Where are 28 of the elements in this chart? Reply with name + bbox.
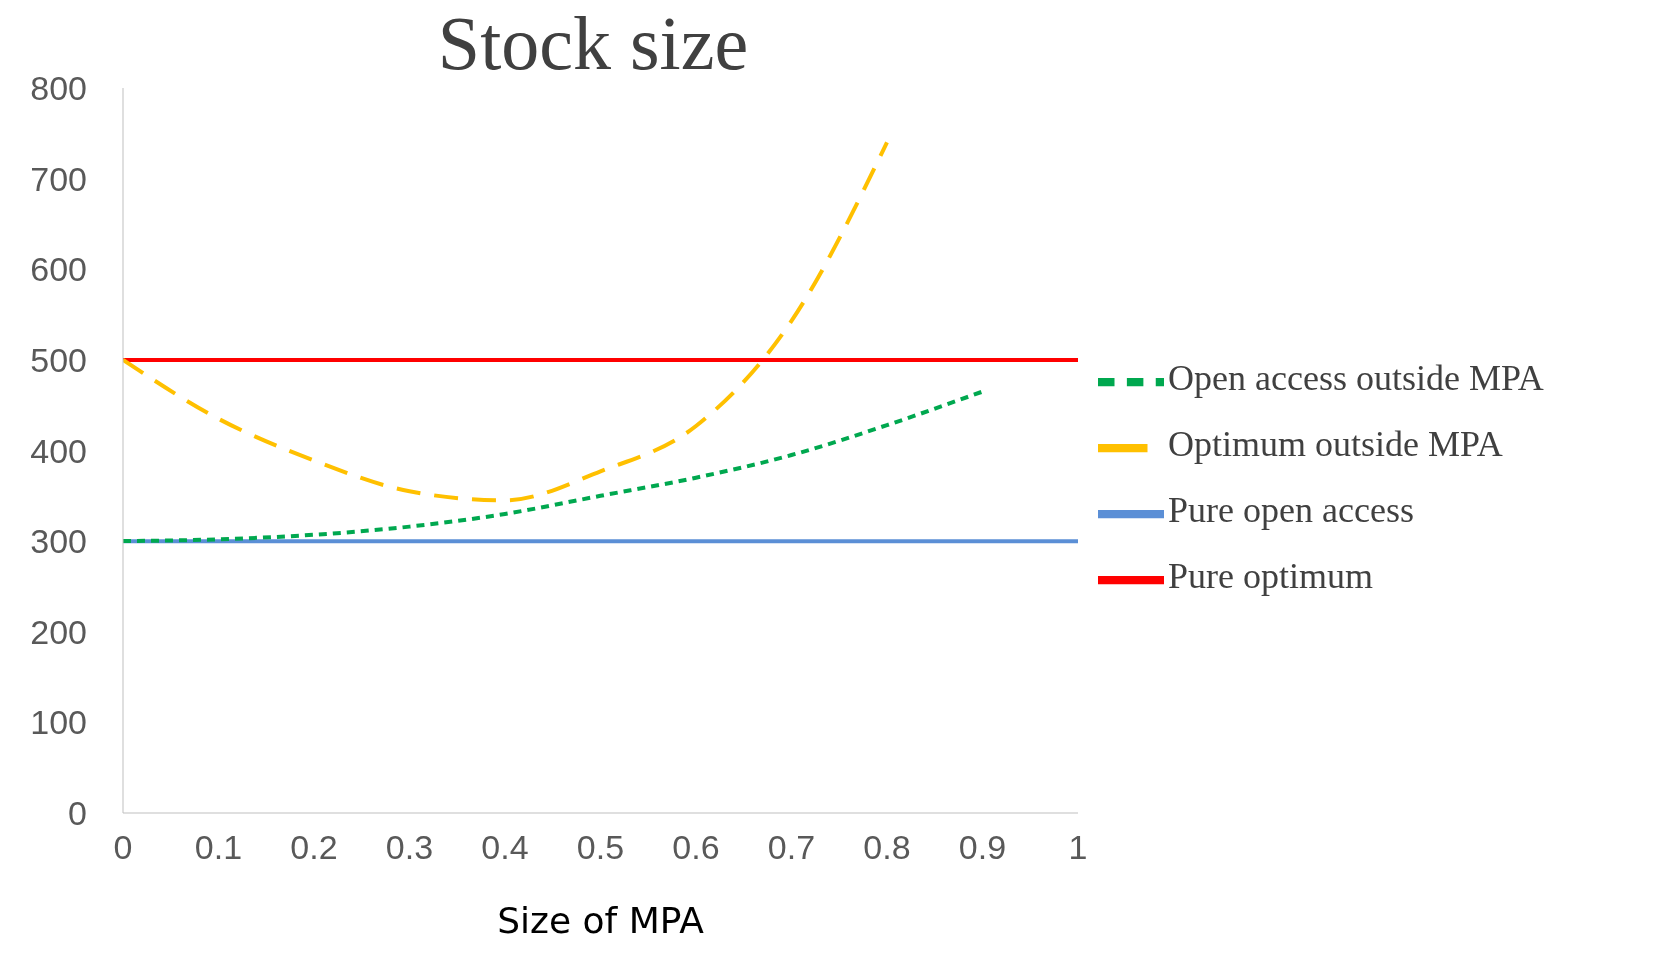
x-tick-label: 0.5	[576, 828, 625, 867]
legend-label: Open access outside MPA	[1168, 357, 1544, 398]
x-tick-label: 0.9	[958, 828, 1007, 867]
y-tick-label: 700	[30, 159, 87, 198]
y-tick-label: 100	[30, 703, 87, 742]
y-tick-label: 300	[30, 522, 87, 561]
x-tick-label: 0	[113, 828, 133, 867]
x-axis-title: Size of MPA	[497, 900, 705, 941]
legend-label: Pure open access	[1168, 489, 1414, 530]
y-tick-label: 200	[30, 612, 87, 651]
x-tick-label: 0.3	[385, 828, 434, 867]
x-tick-label: 0.8	[863, 828, 911, 867]
line-series	[123, 140, 889, 503]
line-series	[123, 389, 985, 544]
legend-label: Optimum outside MPA	[1168, 423, 1503, 464]
x-tick-label: 0.6	[672, 828, 720, 867]
y-tick-label: 400	[30, 431, 87, 470]
x-tick-label: 1	[1068, 828, 1088, 867]
x-tick-label: 0.2	[290, 828, 338, 867]
chart-title: Stock size	[436, 0, 750, 87]
y-tick-label: 500	[30, 340, 87, 379]
x-tick-label: 0.7	[767, 828, 816, 867]
y-tick-label: 800	[30, 69, 87, 108]
x-tick-label: 0.1	[194, 828, 243, 867]
y-tick-label: 600	[30, 250, 87, 289]
x-tick-label: 0.4	[481, 828, 529, 867]
y-tick-label: 0	[68, 794, 87, 833]
legend-label: Pure optimum	[1168, 555, 1373, 596]
